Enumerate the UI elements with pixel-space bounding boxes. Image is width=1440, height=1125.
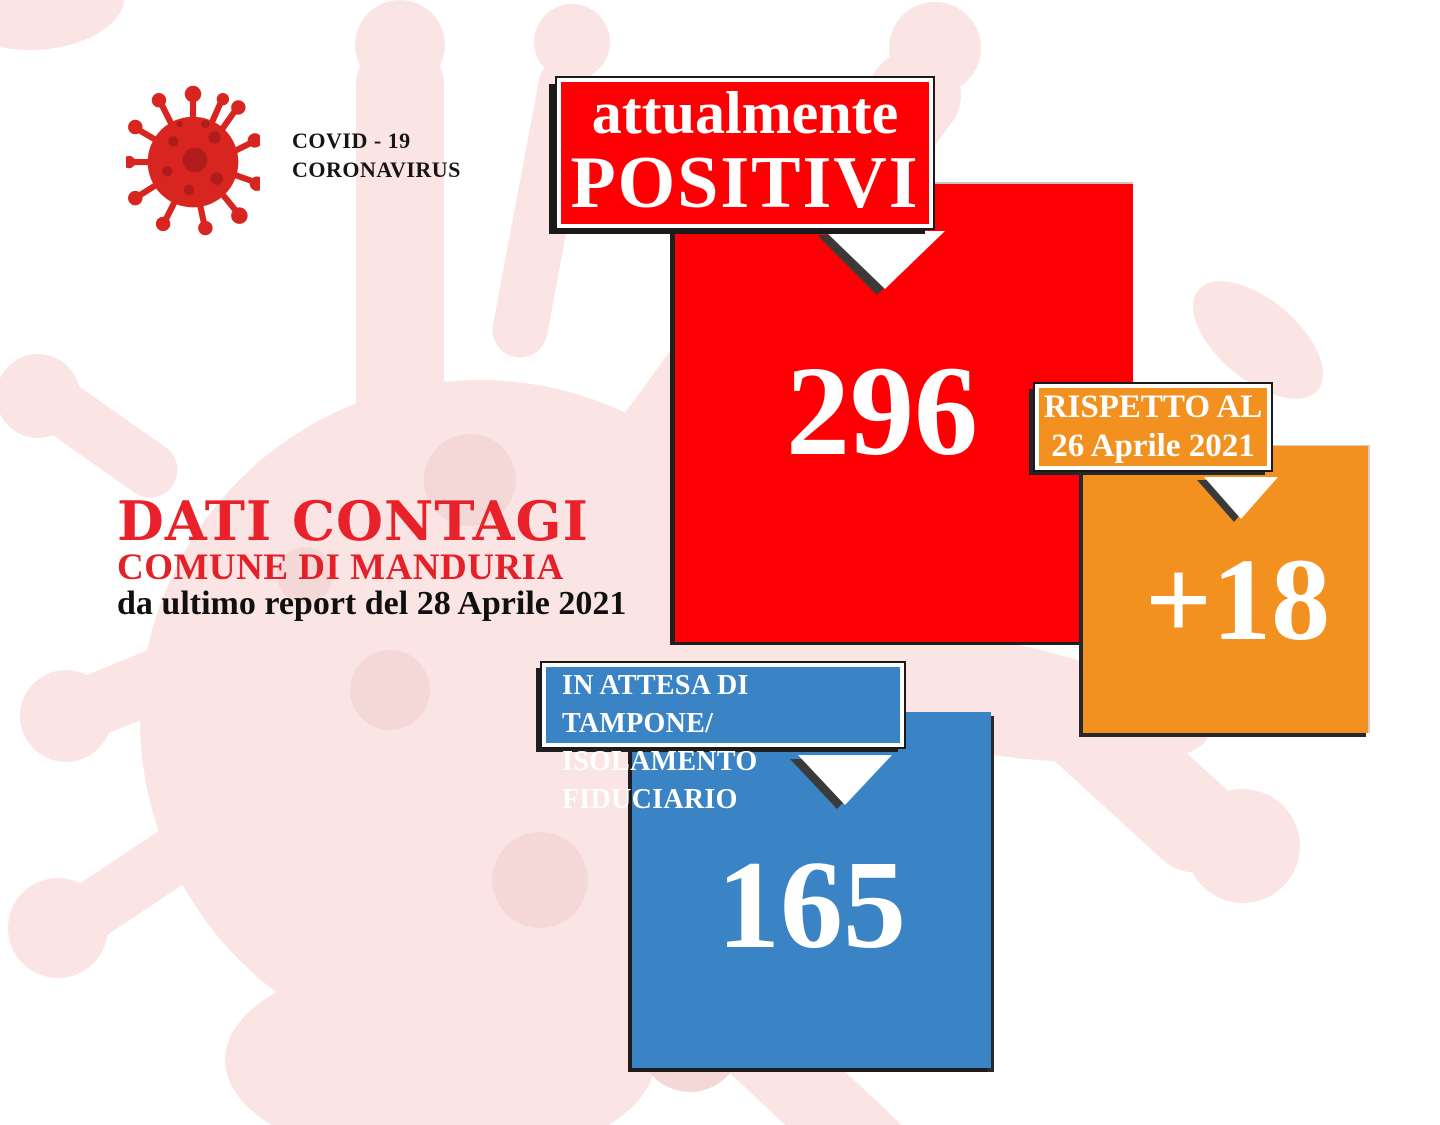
- label-in-attesa: IN ATTESA DI TAMPONE/ ISOLAMENTO FIDUCIA…: [540, 661, 906, 815]
- label-data-confronto: 26 Aprile 2021: [1051, 428, 1255, 464]
- label-attualmente-positivi: attualmente POSITIVI: [555, 76, 935, 230]
- label-positivi: POSITIVI: [570, 142, 920, 224]
- value-variazione: +18: [1144, 534, 1331, 665]
- label-attesa-line1: IN ATTESA DI TAMPONE/: [562, 670, 749, 739]
- covid-virus-icon: [126, 85, 260, 236]
- arrow-down-icon: [790, 755, 892, 809]
- value-in-attesa: 165: [717, 836, 906, 975]
- logo-caption: COVID - 19 CORONAVIRUS: [292, 126, 461, 184]
- logo-caption-line1: COVID - 19: [292, 128, 411, 153]
- logo-caption-line2: CORONAVIRUS: [292, 157, 461, 182]
- arrow-down-icon: [1197, 477, 1278, 522]
- page-title: DATI CONTAGI: [117, 489, 589, 553]
- page-subtitle: COMUNE DI MANDURIA: [117, 547, 564, 588]
- arrow-down-icon: [817, 231, 945, 295]
- label-rispetto: RISPETTO AL: [1043, 389, 1263, 425]
- label-attesa-line2: ISOLAMENTO FIDUCIARIO: [562, 746, 758, 815]
- value-positivi: 296: [786, 340, 978, 482]
- label-rispetto-al: RISPETTO AL 26 Aprile 2021: [1033, 382, 1273, 472]
- label-attualmente: attualmente: [591, 80, 899, 146]
- report-date-note: da ultimo report del 28 Aprile 2021: [117, 585, 627, 622]
